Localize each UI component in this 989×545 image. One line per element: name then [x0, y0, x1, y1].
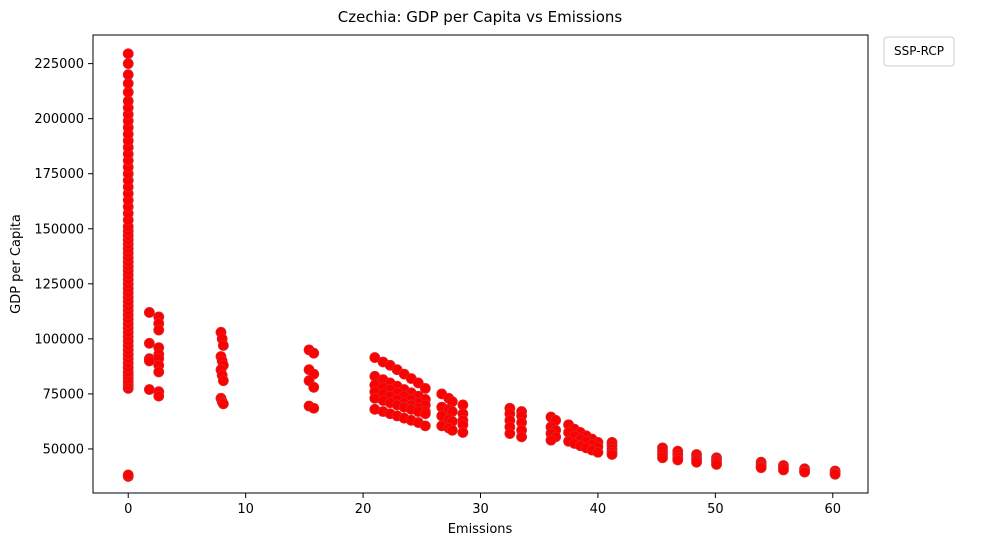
plot-area-frame: [92, 34, 869, 494]
data-point: [369, 352, 381, 363]
data-point: [153, 390, 165, 402]
data-point: [672, 454, 684, 466]
data-point: [308, 347, 320, 359]
data-point: [412, 377, 424, 389]
data-point: [143, 384, 155, 395]
data-point: [711, 458, 722, 470]
x-tick-label: 50: [707, 502, 724, 517]
data-point: [122, 48, 134, 60]
x-tick-label: 0: [124, 502, 132, 517]
data-point: [122, 69, 134, 81]
data-point: [829, 468, 841, 480]
data-point: [217, 398, 229, 410]
y-tick-label: 75000: [43, 387, 84, 402]
y-tick-label: 225000: [34, 57, 84, 72]
y-axis-label: GDP per Capita: [9, 214, 24, 314]
legend-title: SSP-RCP: [894, 44, 944, 58]
x-tick-label: 10: [237, 502, 254, 517]
data-point: [778, 464, 789, 476]
y-tick-label: 125000: [34, 277, 84, 292]
data-point: [545, 434, 557, 446]
data-point: [217, 340, 229, 351]
data-point: [143, 337, 155, 349]
data-point: [143, 355, 155, 367]
data-point: [308, 402, 320, 414]
y-tick-label: 100000: [34, 332, 84, 347]
legend-frame: [883, 36, 955, 67]
y-tick-label: 50000: [43, 442, 84, 457]
data-point: [504, 428, 516, 439]
y-tick-label: 175000: [34, 167, 84, 182]
data-point: [592, 446, 604, 458]
data-point: [516, 431, 527, 443]
data-point: [143, 307, 155, 318]
x-tick-label: 40: [590, 502, 607, 517]
data-point: [419, 408, 431, 420]
x-tick-label: 20: [355, 502, 372, 517]
chart-title: Czechia: GDP per Capita vs Emissions: [338, 8, 623, 26]
data-point: [457, 427, 469, 438]
data-point: [606, 449, 618, 460]
x-axis-ticks: 0 10 20 30 40 50 60: [124, 493, 841, 517]
legend: SSP-RCP: [883, 36, 955, 67]
data-point: [122, 58, 134, 70]
data-point: [308, 381, 320, 393]
y-axis-ticks: 50000 75000 100000 125000 150000 175000 200000…: [34, 57, 93, 457]
x-tick-label: 30: [472, 502, 489, 517]
y-tick-label: 150000: [34, 222, 84, 237]
data-point: [657, 452, 668, 464]
data-point: [122, 469, 134, 481]
data-point: [419, 420, 431, 432]
data-point: [446, 424, 458, 436]
data-point: [799, 466, 810, 478]
data-point: [755, 462, 767, 474]
y-tick-label: 200000: [34, 112, 84, 127]
data-point: [153, 324, 165, 336]
points-layer: [122, 48, 841, 482]
x-axis-label: Emissions: [448, 522, 513, 537]
data-point: [153, 366, 165, 378]
data-point: [217, 375, 229, 387]
data-point: [419, 383, 431, 394]
x-tick-label: 60: [824, 502, 841, 517]
data-point: [691, 456, 702, 468]
